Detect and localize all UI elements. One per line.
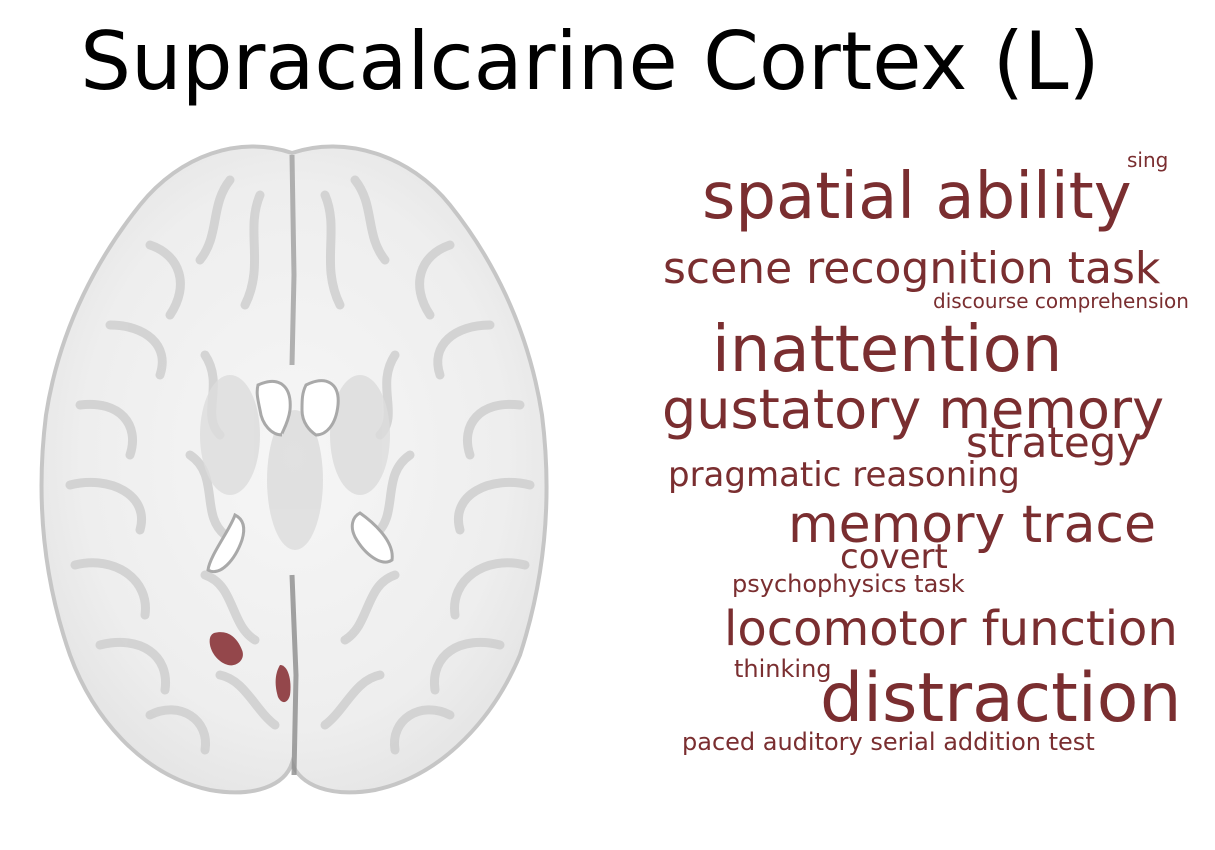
word: thinking xyxy=(734,655,832,683)
word: covert xyxy=(840,537,948,577)
word: pragmatic reasoning xyxy=(668,455,1020,495)
left-ventricle xyxy=(255,379,292,437)
word: paced auditory serial addition test xyxy=(682,728,1095,756)
word: spatial ability xyxy=(702,160,1132,234)
right-ventricle xyxy=(300,379,340,437)
anterior-fissure xyxy=(289,154,297,366)
word: sing xyxy=(1127,148,1169,172)
right-occipital-horn xyxy=(350,511,394,564)
word: locomotor function xyxy=(724,601,1178,657)
word: psychophysics task xyxy=(732,570,965,598)
highlighted-region-medial xyxy=(275,665,291,703)
brain-slice-icon xyxy=(39,144,549,795)
right-sulci xyxy=(320,175,535,755)
left-occipital-horn xyxy=(206,512,246,574)
word-cloud: sing spatial ability scene recognition t… xyxy=(640,135,1215,775)
word: inattention xyxy=(712,313,1063,387)
page-title: Supracalcarine Cortex (L) xyxy=(80,15,1100,108)
deep-structures xyxy=(200,375,390,550)
highlighted-region xyxy=(209,632,243,666)
word: discourse comprehension xyxy=(933,289,1189,313)
word: strategy xyxy=(966,418,1142,467)
word: memory trace xyxy=(788,495,1157,555)
word: scene recognition task xyxy=(663,243,1161,294)
posterior-fissure xyxy=(289,574,299,776)
word: distraction xyxy=(820,659,1182,738)
word: gustatory memory xyxy=(662,378,1165,441)
